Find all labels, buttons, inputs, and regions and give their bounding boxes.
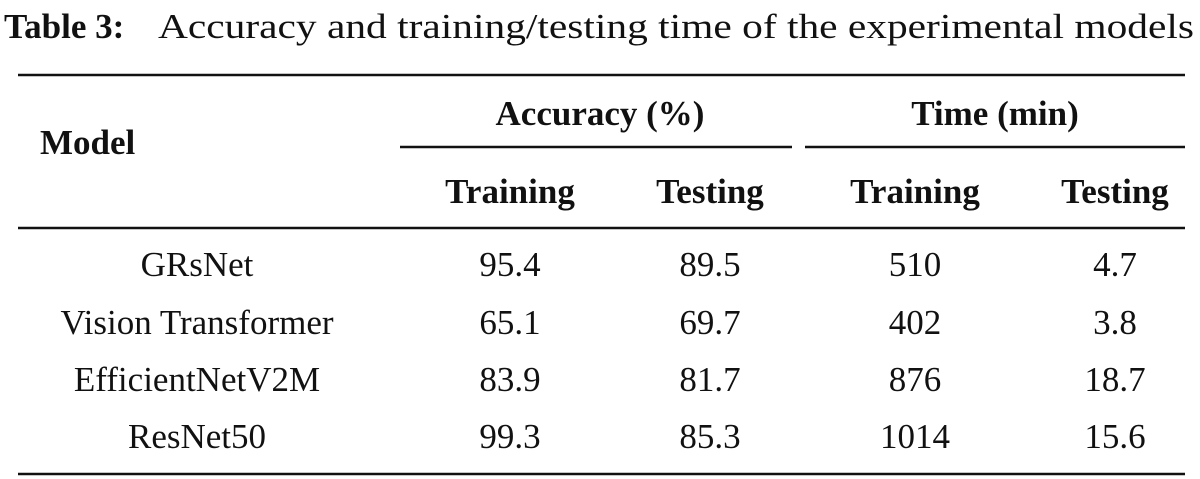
cell: 510 — [889, 245, 942, 284]
cell: 83.9 — [479, 360, 540, 399]
cell: 69.7 — [679, 303, 740, 342]
caption-label: Table 3: — [4, 7, 124, 46]
cell: 18.7 — [1084, 360, 1145, 399]
subheader: Training — [445, 172, 575, 211]
group-header: Accuracy (%) — [496, 94, 705, 133]
group-header: Time (min) — [911, 94, 1079, 133]
model-header: Model — [40, 123, 136, 162]
model-name: EfficientNetV2M — [74, 360, 320, 399]
cell: 81.7 — [679, 360, 740, 399]
cell: 4.7 — [1093, 245, 1137, 284]
subheader: Testing — [1061, 172, 1169, 211]
model-name: Vision Transformer — [60, 303, 333, 342]
cell: 89.5 — [679, 245, 740, 284]
cell: 95.4 — [479, 245, 540, 284]
cell: 3.8 — [1093, 303, 1137, 342]
cell: 876 — [889, 360, 942, 399]
caption-text: Accuracy and training/testing time of th… — [158, 7, 1194, 46]
model-name: GRsNet — [141, 245, 254, 284]
cell: 65.1 — [479, 303, 540, 342]
cell: 99.3 — [479, 417, 540, 456]
cell: 85.3 — [679, 417, 740, 456]
model-name: ResNet50 — [128, 417, 266, 456]
subheader: Testing — [656, 172, 764, 211]
cell: 402 — [889, 303, 942, 342]
cell: 15.6 — [1084, 417, 1145, 456]
cell: 1014 — [880, 417, 950, 456]
subheader: Training — [850, 172, 980, 211]
